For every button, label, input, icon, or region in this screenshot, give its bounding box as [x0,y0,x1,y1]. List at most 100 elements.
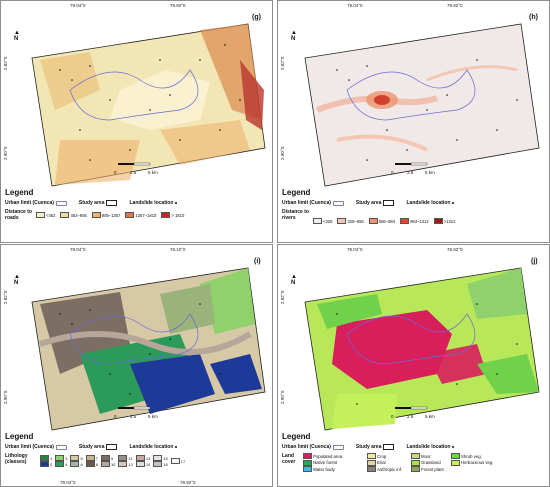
scale-bar [395,162,428,166]
land-cover-class: Herbaceous veg. [451,459,503,466]
land-cover-class: Native forest [303,459,367,466]
coord-left-top: 2.82°S [280,290,285,304]
legend-symbols: Urban limit (Cuenca) Study area Landslid… [282,444,464,450]
map-panel-j: 79.04°0 78.92°0 2.82°S 2.90°S (j) ▲ N 0 2… [277,244,550,487]
coord-left-bottom: 2.90°S [3,146,8,160]
land-cover-class [451,466,503,472]
land-cover-swatch [367,459,376,466]
land-cover-class: Water body [303,466,367,472]
panel-letter: (j) [531,258,538,265]
land-cover-swatch [303,466,312,472]
lithology-class-label: 13 [145,455,151,461]
study-area-label: Study area [355,444,382,450]
scale-end: 5 km [148,170,158,175]
coord-bottom-left: 79.04°0 [60,480,76,485]
map-raster [31,267,266,431]
land-cover-label: Shrub veg. [461,453,482,459]
land-cover-swatch [411,459,420,466]
coord-top-right: 78.92°0 [447,247,463,252]
lithology-class-label: 8 [95,461,98,467]
lithology-swatch [55,461,65,467]
legend-symbols: Urban limit (Cuenca) Study area Landslid… [5,444,187,450]
legend-symbols: Urban limit (Cuenca) Study area Landslid… [282,200,464,206]
landslide-label: Landslide location [129,444,174,450]
coord-left-bottom: 2.90°S [280,146,285,160]
scale-mid: 2.5 [407,414,414,419]
scale-bar [118,406,151,410]
class-title: Distance to rivers [282,209,309,221]
lithology-class-label: 12 [128,461,133,467]
class-item: > 1810 [161,212,184,218]
study-area-label: Study area [78,200,105,206]
panel-letter: (h) [529,14,538,21]
coord-top-left: 79.04°0 [70,3,86,8]
lithology-swatch [153,455,163,461]
scale-bar [395,406,428,410]
lithology-swatch [55,455,65,461]
lithology-class-label: 10 [110,461,116,467]
study-area-symbol [106,444,118,450]
land-cover-label: Moor [421,453,431,459]
lithology-swatch [40,461,49,467]
landslide-points [336,59,518,161]
lithology-class-label: 9 [110,455,114,461]
landslide-label: Landslide location [129,200,174,206]
land-cover-swatch [411,466,420,472]
land-cover-swatch [367,466,376,472]
class-item: 905–1357 [91,212,120,218]
map-panel-g: 79.04°0 78.92°0 2.82°S 2.90°S (g) ▲ N 0 2… [0,0,273,243]
lithology-class-label: 11 [128,455,133,461]
legend-title: Legend [282,432,311,441]
lithology-swatch [70,455,80,461]
class-list: <452 452–905 905–1357 1357–1810 > 1810 [36,212,189,218]
urban-limit-label: Urban limit (Cuenca) [282,444,331,450]
coord-top-left: 79.04°0 [70,247,86,252]
land-cover-class: Anthropic inf. [367,466,411,472]
study-area-symbol [106,200,118,206]
land-cover-class: Shrub veg. [451,453,503,459]
land-cover-swatch [303,459,312,466]
coord-left-bottom: 2.90°S [3,390,8,404]
urban-limit [69,313,199,365]
scale-end: 5 km [148,414,158,419]
urban-limit-label: Urban limit (Cuenca) [5,444,54,450]
north-arrow-icon: ▲ N [14,274,20,286]
landslide-symbol [452,202,455,204]
panel-letter: (g) [252,14,261,21]
lithology-swatch [118,461,128,467]
land-cover-swatch [367,453,376,459]
coord-top-right: 78.10°0 [170,247,186,252]
urban-limit-symbol [332,200,344,206]
land-cover-label: Anthropic inf. [377,466,403,472]
class-title: Distance to roads [5,209,32,221]
north-arrow-icon: ▲ N [291,274,297,286]
coord-top-left: 79.04°0 [347,247,363,252]
landslide-points [59,44,241,161]
land-cover-label: Grassland [421,460,441,465]
class-item: 656–984 [368,218,395,224]
coord-top-right: 78.92°0 [447,3,463,8]
coord-top-right: 78.92°0 [170,3,186,8]
land-cover-label: Native forest [313,460,338,465]
landslide-label: Landslide location [406,200,451,206]
map-raster [31,23,266,187]
lithology-class-label: 16 [163,461,168,467]
urban-limit-symbol [55,444,67,450]
legend-title: Legend [5,188,34,197]
coord-bottom-right: 78.92°0 [180,480,196,485]
land-cover-label: Populated area [313,453,343,459]
land-cover-label: Forest plant [421,466,444,472]
landslide-points [336,303,518,405]
lithology-swatch [170,458,180,464]
lithology-class: 15 16 [153,455,168,467]
class-title: Land cover [282,453,296,465]
map-frame [277,244,550,487]
class-item: 984–1312 [400,218,429,224]
study-area-label: Study area [355,200,382,206]
land-cover-class: Populated area [303,453,367,459]
lithology-class-label: 6 [80,461,83,467]
class-item: 452–905 [60,212,87,218]
